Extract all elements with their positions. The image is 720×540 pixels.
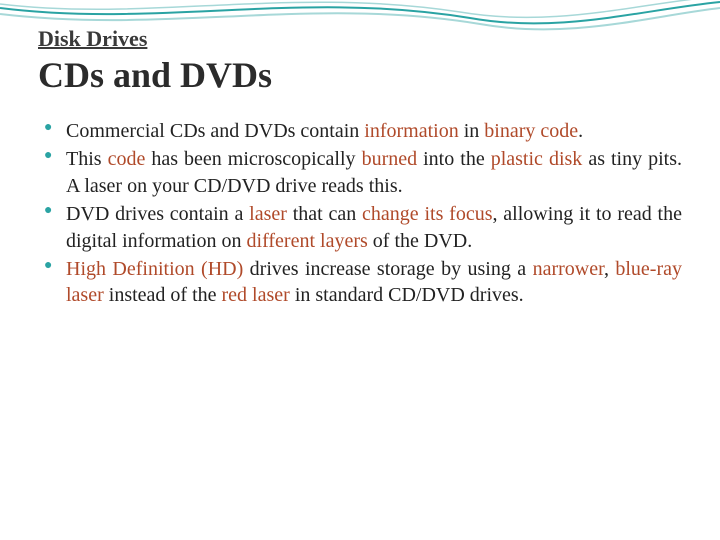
highlight-text: High Definition (HD) [66,258,243,280]
highlight-text: burned [362,148,418,170]
body-text: has been microscopically [145,148,361,170]
bullet-list: Commercial CDs and DVDs contain informat… [38,118,682,309]
bullet-item: Commercial CDs and DVDs contain informat… [42,118,682,144]
bullet-item: High Definition (HD) drives increase sto… [42,256,682,309]
bullet-item: This code has been microscopically burne… [42,146,682,199]
body-text: , [604,258,615,280]
body-text: . [578,120,583,142]
body-text: drives increase storage by using a [243,258,532,280]
slide-content: Disk Drives CDs and DVDs Commercial CDs … [0,0,720,331]
slide-title: CDs and DVDs [38,54,682,96]
highlight-text: different layers [247,230,368,252]
slide-overline: Disk Drives [38,26,682,52]
highlight-text: information [364,120,458,142]
highlight-text: binary code [484,120,578,142]
body-text: in [459,120,485,142]
body-text: Commercial CDs and DVDs contain [66,120,364,142]
body-text: instead of the [104,284,222,306]
body-text: in standard CD/DVD drives. [290,284,524,306]
body-text: DVD drives contain a [66,203,249,225]
body-text: This [66,148,108,170]
highlight-text: red laser [222,284,290,306]
highlight-text: code [108,148,146,170]
highlight-text: laser [249,203,287,225]
bullet-item: DVD drives contain a laser that can chan… [42,201,682,254]
body-text: that can [287,203,362,225]
highlight-text: narrower [533,258,604,280]
highlight-text: plastic disk [491,148,583,170]
body-text: into the [417,148,491,170]
body-text: of the DVD. [368,230,472,252]
highlight-text: change its focus [362,203,492,225]
